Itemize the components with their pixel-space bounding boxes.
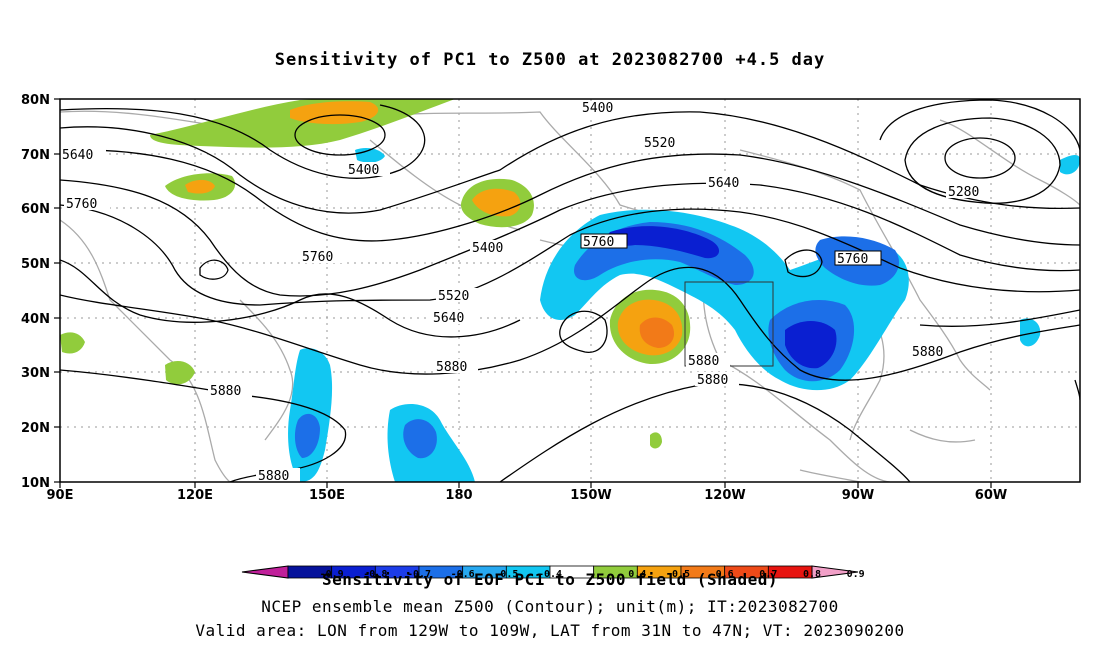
caption-contour: NCEP ensemble mean Z500 (Contour); unit(… xyxy=(261,597,839,616)
lat-tick-label: 40N xyxy=(21,312,50,327)
contour-labels: 5400 5400 5400 5520 5520 5640 5640 5640 … xyxy=(60,101,990,484)
contour-label: 5880 xyxy=(688,354,719,369)
contour-label: 5760 xyxy=(66,197,97,212)
colorbar-tick-label: -0.6 xyxy=(451,569,475,580)
map-title: Sensitivity of PC1 to Z500 at 2023082700… xyxy=(274,50,826,70)
gridlines xyxy=(60,99,1080,482)
lon-tick-labels: 90E 120E 150E 180 150W 120W 90W 60W xyxy=(47,488,1008,503)
lat-tick-label: 10N xyxy=(21,476,50,491)
colorbar-tick-label: 0.7 xyxy=(759,569,777,580)
contour-label: 5880 xyxy=(697,373,728,388)
colorbar-tick-label: -0.4 xyxy=(538,569,562,580)
colorbar-tick-label: 0.6 xyxy=(716,569,734,580)
colorbar-tick-label: -0.8 xyxy=(363,569,387,580)
lat-tick-label: 50N xyxy=(21,257,50,272)
lon-tick-label: 150W xyxy=(570,488,611,503)
contour-label: 5400 xyxy=(472,241,503,256)
caption-valid-area: Valid area: LON from 129W to 109W, LAT f… xyxy=(195,621,905,640)
contour-label: 5880 xyxy=(912,345,943,360)
lon-tick-label: 60W xyxy=(975,488,1007,503)
contour-label: 5520 xyxy=(644,136,675,151)
z500-contours xyxy=(60,99,1080,482)
lon-tick-label: 90W xyxy=(842,488,874,503)
lon-tick-label: 150E xyxy=(309,488,345,503)
contour-label: 5280 xyxy=(948,185,979,200)
contour-label: 5880 xyxy=(258,469,289,484)
contour-label: 5640 xyxy=(433,311,464,326)
lat-tick-label: 80N xyxy=(21,93,50,108)
contour-label: 5640 xyxy=(708,176,739,191)
contour-label: 5640 xyxy=(62,148,93,163)
lat-tick-label: 70N xyxy=(21,148,50,163)
lat-tick-label: 20N xyxy=(21,421,50,436)
lon-tick-label: 90E xyxy=(47,488,74,503)
colorbar-tick-label: 0.4 xyxy=(628,569,646,580)
colorbar-tick-label: 0.8 xyxy=(803,569,821,580)
colorbar-tick-label: -0.9 xyxy=(320,569,344,580)
colorbar: -0.9 -0.8 -0.7 -0.6 -0.5 -0.4 0.4 0.5 0.6 0.7 0.8 0… xyxy=(241,565,865,580)
contour-label: 5880 xyxy=(210,384,241,399)
lon-tick-label: 120E xyxy=(177,488,213,503)
colorbar-tick-label: 0.5 xyxy=(672,569,690,580)
contour-label: 5760 xyxy=(302,250,333,265)
colorbar-tick-label: -0.7 xyxy=(407,569,431,580)
plot-border xyxy=(59,98,1081,483)
contour-label: 5880 xyxy=(436,360,467,375)
contour-label: 5400 xyxy=(582,101,613,116)
colorbar-end xyxy=(811,565,859,579)
lon-tick-label: 120W xyxy=(704,488,745,503)
contour-label: 5760 xyxy=(583,235,614,250)
axis-ticks xyxy=(54,98,992,488)
colorbar-tick-label: -0.5 xyxy=(494,569,518,580)
contour-label: 5760 xyxy=(837,252,868,267)
contour-label: 5400 xyxy=(348,163,379,178)
lat-tick-label: 60N xyxy=(21,202,50,217)
contour-label: 5520 xyxy=(438,289,469,304)
caption-shaded: Sensitivity of EOF PC1 to Z500 field (Sh… xyxy=(322,570,778,589)
lat-tick-label: 30N xyxy=(21,366,50,381)
lat-tick-labels: 80N 70N 60N 50N 40N 30N 20N 10N xyxy=(21,93,50,491)
lon-tick-label: 180 xyxy=(445,488,472,503)
colorbar-tick-label: 0.9 xyxy=(847,569,865,580)
